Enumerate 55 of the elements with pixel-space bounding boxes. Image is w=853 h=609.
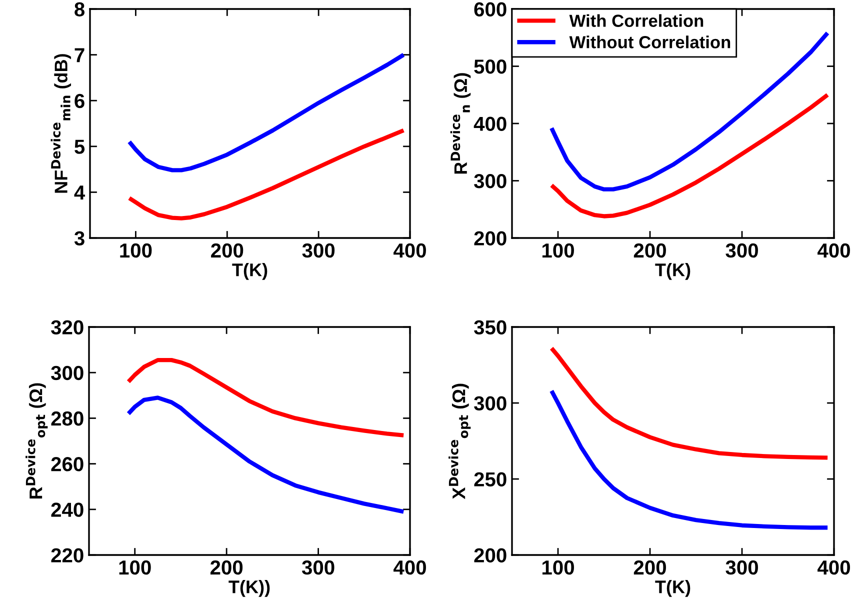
line-series (549, 346, 830, 460)
y-tick-label: 300 (474, 174, 506, 188)
x-axis-title: T(K) (655, 263, 690, 280)
x-tick-label: 400 (818, 560, 850, 575)
y-tick-label: 240 (51, 502, 84, 517)
y-tick-label: 260 (51, 457, 84, 472)
y-tick-label: 6 (74, 94, 84, 108)
y-tick-label: 8 (74, 2, 85, 16)
y-axis-title: X$^{Device}$$_{opt}$ (Ω) (448, 384, 471, 500)
line-series (127, 52, 406, 172)
x-tick-label: 100 (542, 560, 574, 575)
y-tick-label: 600 (474, 2, 506, 16)
line-series (549, 388, 830, 530)
y-tick-label: 4 (74, 186, 86, 200)
y-tick-label: 3 (74, 231, 84, 246)
y-tick-label: 5 (74, 140, 85, 154)
y-tick-label: 300 (474, 396, 506, 411)
y-axis-title: NF$^{Device}$$_{min}$ (dB) (50, 54, 72, 193)
x-tick-label: 300 (302, 243, 335, 258)
y-tick-label: 350 (474, 320, 506, 335)
x-axis-title: T(K)) (228, 580, 270, 597)
x-tick-label: 100 (120, 243, 152, 258)
x-tick-label: 400 (394, 243, 426, 258)
x-axis-title: T(K) (655, 580, 690, 597)
x-tick-label: 200 (211, 243, 244, 258)
legend-label: With Correlation (569, 14, 704, 27)
y-axis-title: R$^{Device}$$_{opt}$ (Ω) (26, 383, 48, 498)
y-tick-label: 320 (51, 320, 84, 335)
y-axis-title: R$^{Device}$$_{n}$ (Ω) (450, 73, 471, 174)
x-tick-label: 300 (302, 560, 334, 575)
y-tick-label: 7 (74, 48, 84, 62)
y-tick-label: 400 (474, 116, 506, 131)
x-tick-label: 300 (726, 243, 758, 258)
line-series (127, 128, 406, 220)
y-tick-label: 250 (474, 472, 506, 486)
y-tick-label: 300 (51, 366, 84, 380)
y-tick-label: 280 (51, 411, 84, 426)
x-tick-label: 400 (394, 560, 426, 575)
x-tick-label: 100 (119, 560, 151, 575)
x-tick-label: 200 (210, 560, 243, 575)
x-axis-title: T(K) (232, 263, 268, 280)
line-series (126, 396, 406, 514)
line-series (549, 92, 830, 218)
x-tick-label: 200 (634, 243, 666, 258)
x-tick-label: 200 (634, 560, 666, 575)
y-tick-label: 500 (474, 59, 506, 74)
line-series (126, 358, 406, 438)
x-tick-label: 300 (726, 560, 758, 575)
legend-label: Without Correlation (569, 36, 730, 48)
x-tick-label: 100 (542, 243, 574, 258)
line-series (549, 30, 830, 192)
y-tick-label: 220 (51, 548, 84, 562)
y-tick-label: 200 (474, 231, 506, 246)
x-tick-label: 400 (818, 243, 850, 258)
y-tick-label: 200 (474, 548, 506, 562)
